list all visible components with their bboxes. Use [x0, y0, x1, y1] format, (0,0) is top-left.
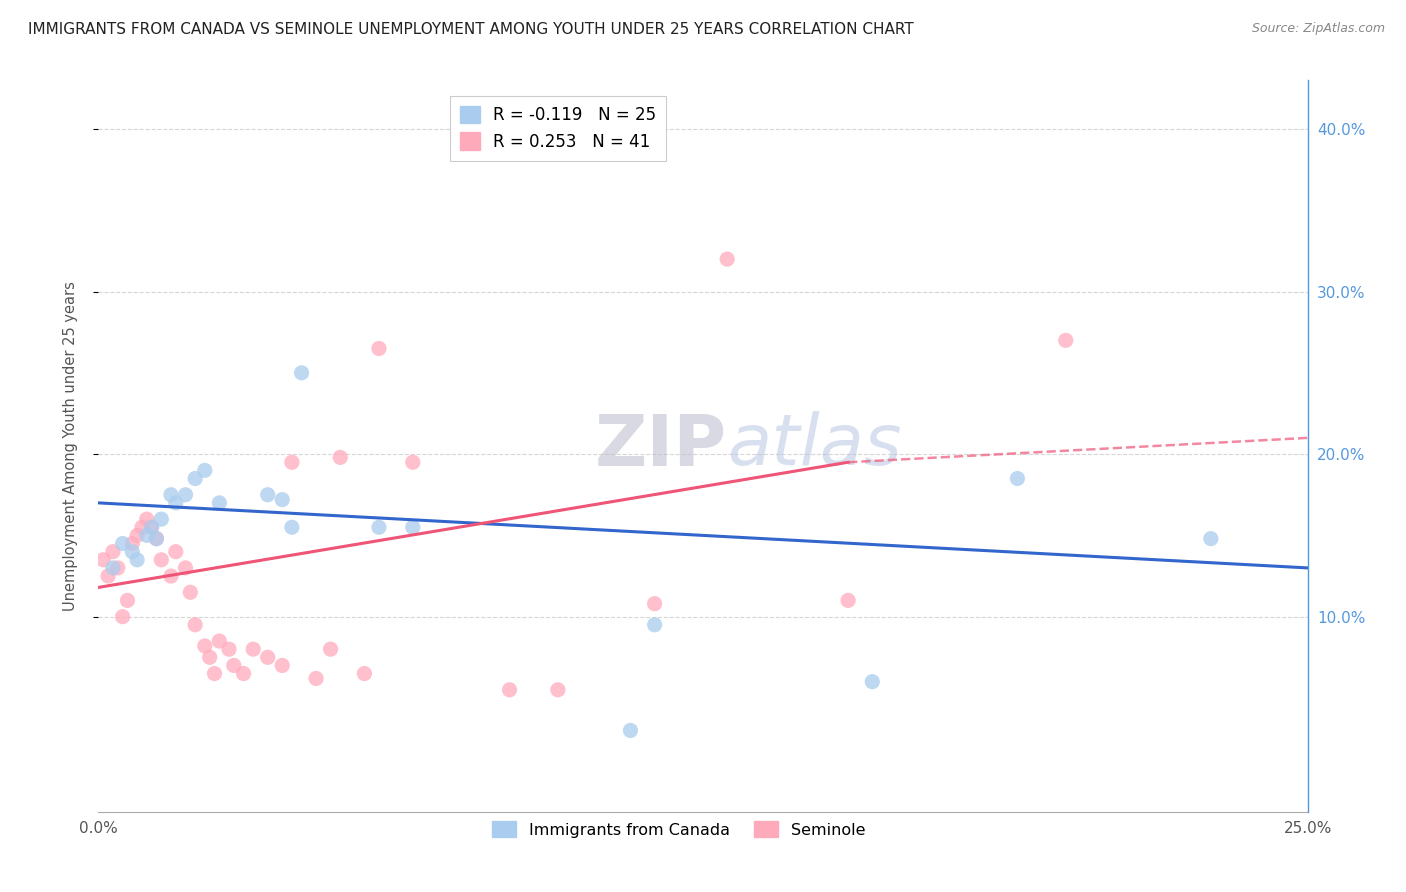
- Point: [837, 593, 859, 607]
- Point: [135, 528, 157, 542]
- Point: [305, 672, 328, 686]
- Point: [179, 585, 201, 599]
- Point: [198, 650, 221, 665]
- Point: [232, 666, 254, 681]
- Point: [111, 609, 134, 624]
- Point: [91, 553, 114, 567]
- Point: [208, 496, 231, 510]
- Point: [242, 642, 264, 657]
- Point: [145, 532, 167, 546]
- Point: [222, 658, 245, 673]
- Point: [256, 488, 278, 502]
- Point: [107, 561, 129, 575]
- Point: [127, 528, 149, 542]
- Point: [208, 634, 231, 648]
- Point: [368, 520, 391, 534]
- Point: [165, 496, 187, 510]
- Point: [1054, 334, 1077, 348]
- Point: [1007, 471, 1029, 485]
- Text: IMMIGRANTS FROM CANADA VS SEMINOLE UNEMPLOYMENT AMONG YOUTH UNDER 25 YEARS CORRE: IMMIGRANTS FROM CANADA VS SEMINOLE UNEMP…: [28, 22, 914, 37]
- Y-axis label: Unemployment Among Youth under 25 years: Unemployment Among Youth under 25 years: [63, 281, 77, 611]
- Text: ZIP: ZIP: [595, 411, 727, 481]
- Point: [402, 520, 425, 534]
- Point: [150, 512, 173, 526]
- Point: [860, 674, 883, 689]
- Point: [271, 492, 294, 507]
- Point: [160, 488, 183, 502]
- Point: [619, 723, 641, 738]
- Point: [165, 544, 187, 558]
- Point: [111, 536, 134, 550]
- Point: [150, 553, 173, 567]
- Point: [281, 455, 304, 469]
- Point: [256, 650, 278, 665]
- Point: [160, 569, 183, 583]
- Point: [194, 463, 217, 477]
- Point: [131, 520, 153, 534]
- Point: [329, 450, 352, 465]
- Point: [101, 544, 124, 558]
- Point: [174, 488, 197, 502]
- Point: [319, 642, 342, 657]
- Point: [353, 666, 375, 681]
- Point: [141, 520, 163, 534]
- Text: Source: ZipAtlas.com: Source: ZipAtlas.com: [1251, 22, 1385, 36]
- Point: [271, 658, 294, 673]
- Point: [135, 512, 157, 526]
- Point: [644, 617, 666, 632]
- Point: [644, 597, 666, 611]
- Point: [127, 553, 149, 567]
- Point: [141, 520, 163, 534]
- Text: atlas: atlas: [727, 411, 901, 481]
- Point: [194, 639, 217, 653]
- Point: [498, 682, 520, 697]
- Point: [97, 569, 120, 583]
- Legend: Immigrants from Canada, Seminole: Immigrants from Canada, Seminole: [486, 814, 872, 844]
- Point: [368, 342, 391, 356]
- Point: [121, 544, 143, 558]
- Point: [290, 366, 312, 380]
- Point: [184, 617, 207, 632]
- Point: [174, 561, 197, 575]
- Point: [117, 593, 139, 607]
- Point: [204, 666, 226, 681]
- Point: [281, 520, 304, 534]
- Point: [101, 561, 124, 575]
- Point: [145, 532, 167, 546]
- Point: [218, 642, 240, 657]
- Point: [184, 471, 207, 485]
- Point: [1199, 532, 1222, 546]
- Point: [121, 536, 143, 550]
- Point: [402, 455, 425, 469]
- Point: [547, 682, 569, 697]
- Point: [716, 252, 738, 266]
